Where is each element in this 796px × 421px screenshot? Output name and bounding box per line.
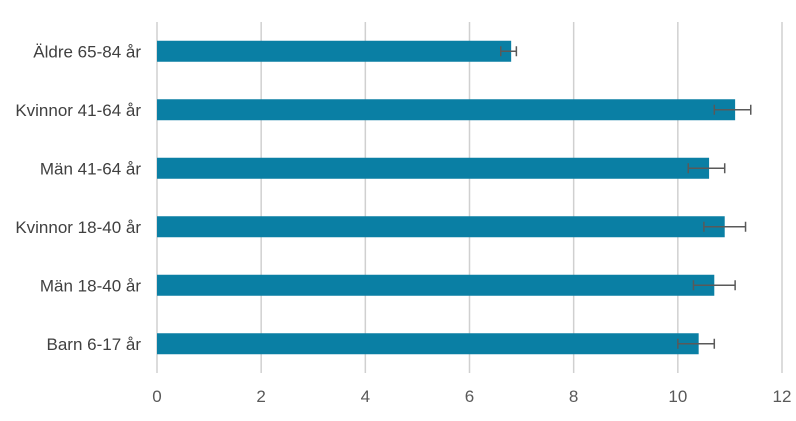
x-tick-label: 8 bbox=[569, 387, 578, 406]
bar bbox=[157, 157, 710, 179]
category-label: Män 41-64 år bbox=[40, 159, 141, 178]
error-bar bbox=[500, 46, 518, 57]
bar bbox=[157, 274, 715, 296]
category-label: Kvinnor 41-64 år bbox=[15, 101, 141, 120]
x-tick-label: 0 bbox=[152, 387, 161, 406]
category-label: Äldre 65-84 år bbox=[33, 42, 141, 61]
error-bar bbox=[677, 338, 716, 349]
x-tick-label: 12 bbox=[773, 387, 792, 406]
bar bbox=[157, 40, 512, 62]
category-label: Män 18-40 år bbox=[40, 276, 141, 295]
x-tick-label: 2 bbox=[256, 387, 265, 406]
category-label: Barn 6-17 år bbox=[47, 335, 142, 354]
error-bar bbox=[703, 221, 747, 232]
x-tick-labels: 0 2 4 6 8 10 12 bbox=[152, 387, 791, 406]
bar bbox=[157, 333, 699, 355]
category-label: Kvinnor 18-40 år bbox=[15, 218, 141, 237]
x-tick-label: 4 bbox=[361, 387, 370, 406]
x-tick-label: 6 bbox=[465, 387, 474, 406]
gridlines bbox=[156, 22, 783, 373]
error-bar bbox=[713, 104, 752, 115]
error-bars bbox=[500, 46, 752, 349]
bar bbox=[157, 216, 725, 238]
bars bbox=[157, 40, 736, 355]
bar bbox=[157, 99, 736, 121]
error-bar bbox=[692, 280, 736, 291]
x-tick-label: 10 bbox=[668, 387, 687, 406]
error-bar bbox=[687, 163, 726, 174]
category-labels: Äldre 65-84 år Kvinnor 41-64 år Män 41-64 … bbox=[15, 42, 141, 354]
